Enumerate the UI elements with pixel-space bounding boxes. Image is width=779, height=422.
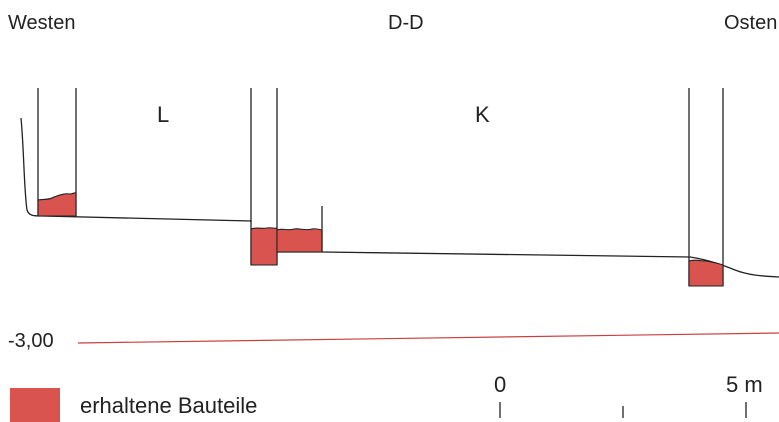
preserved-part-wall-east — [688, 259, 724, 287]
level-reference-line — [77, 332, 779, 344]
level-label: -3,00 — [8, 330, 54, 352]
legend-swatch — [10, 388, 60, 422]
preserved-part-floor-middle — [276, 228, 323, 253]
room-label-k: K — [475, 102, 490, 127]
scale-start-label: 0 — [494, 372, 507, 397]
preserved-part-wall-middle — [250, 227, 278, 266]
wall-middle — [250, 88, 323, 266]
preserved-part-wall-west — [37, 192, 77, 217]
legend-label: erhaltene Bauteile — [80, 393, 258, 418]
wall-west — [37, 88, 77, 217]
wall-east — [688, 88, 724, 287]
east-label: Osten — [724, 12, 778, 34]
scale-bar — [499, 402, 747, 418]
west-label: Westen — [8, 12, 76, 34]
room-label-l: L — [157, 102, 170, 127]
section-title: D-D — [388, 12, 424, 34]
scale-end-label: 5 m — [726, 372, 763, 397]
ground-line — [20, 117, 779, 278]
